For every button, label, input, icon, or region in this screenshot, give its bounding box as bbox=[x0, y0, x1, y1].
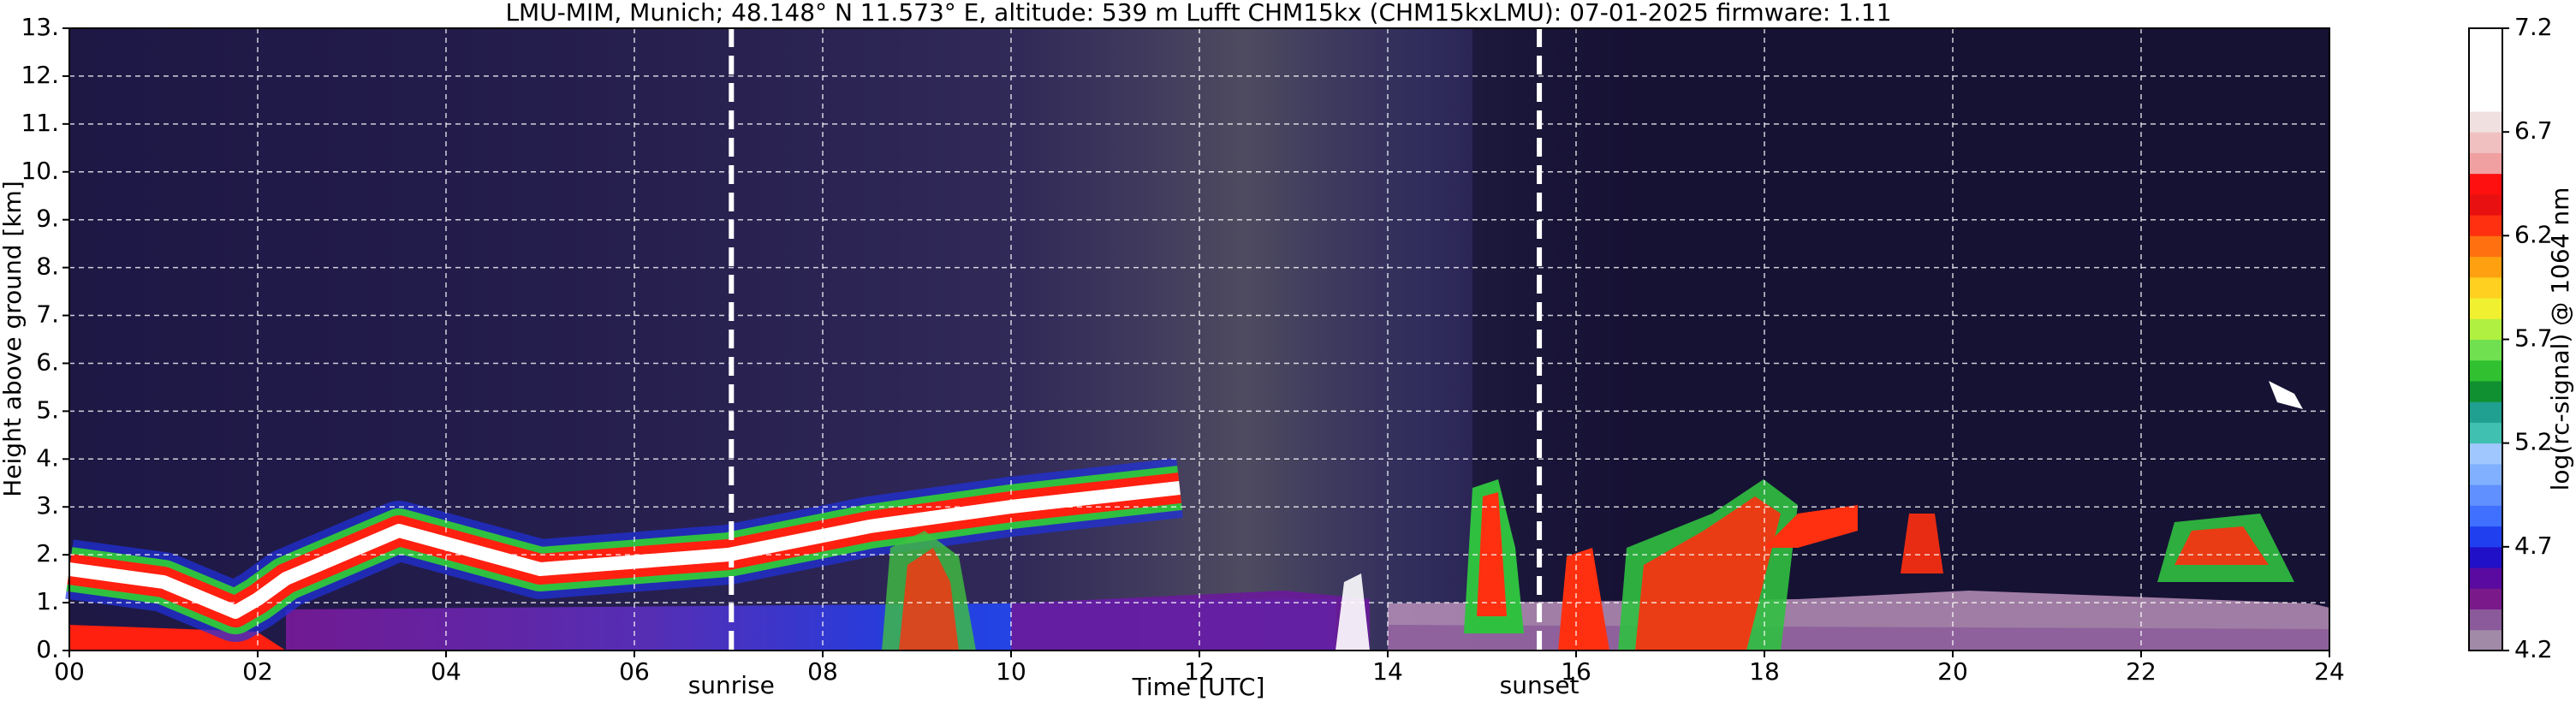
colorbar-tick-label: 7.2 bbox=[2514, 13, 2553, 41]
colorbar-swatch bbox=[2469, 132, 2502, 153]
colorbar-tick-label: 6.7 bbox=[2514, 116, 2553, 145]
x-tick-label: 18 bbox=[1749, 657, 1780, 686]
colorbar-tick-label: 6.2 bbox=[2514, 220, 2553, 248]
y-tick-label: 7. bbox=[36, 300, 59, 329]
colorbar-swatch bbox=[2469, 152, 2502, 175]
y-tick-label: 10. bbox=[21, 157, 59, 185]
x-tick-label: 14 bbox=[1372, 657, 1403, 686]
colorbar-swatch bbox=[2469, 359, 2502, 382]
colorbar-swatch bbox=[2469, 193, 2502, 216]
chart-title: LMU-MIM, Munich; 48.148° N 11.573° E, al… bbox=[505, 0, 1891, 27]
colorbar-swatch bbox=[2469, 235, 2502, 258]
x-tick-label: 04 bbox=[431, 657, 461, 686]
y-tick-label: 11. bbox=[21, 109, 59, 137]
x-tick-label: 06 bbox=[619, 657, 650, 686]
colorbar-swatch bbox=[2469, 298, 2502, 319]
x-tick-label: 22 bbox=[2126, 657, 2157, 686]
y-tick-label: 4. bbox=[36, 443, 59, 472]
colorbar-swatch bbox=[2469, 463, 2502, 485]
x-tick-label: 08 bbox=[807, 657, 838, 686]
colorbar-swatch bbox=[2469, 526, 2502, 548]
colorbar-tick-label: 5.7 bbox=[2514, 324, 2553, 353]
y-tick-label: 5. bbox=[36, 395, 59, 424]
x-tick-label: 24 bbox=[2314, 657, 2345, 686]
y-tick-label: 1. bbox=[36, 587, 59, 615]
y-tick-label: 2. bbox=[36, 539, 59, 567]
colorbar-swatch bbox=[2469, 401, 2502, 423]
colorbar-swatch bbox=[2469, 546, 2502, 568]
colorbar-swatch bbox=[2469, 215, 2502, 236]
y-tick-label: 9. bbox=[36, 205, 59, 233]
colorbar-swatch bbox=[2469, 110, 2502, 133]
y-tick-label: 0. bbox=[36, 635, 59, 663]
colorbar-tick-label: 5.2 bbox=[2514, 428, 2553, 456]
y-axis-label: Height above ground [km] bbox=[0, 181, 27, 497]
colorbar-swatch bbox=[2469, 69, 2502, 92]
x-tick-label: 10 bbox=[996, 657, 1026, 686]
colorbar-swatch bbox=[2469, 629, 2502, 651]
annotation-label: sunset bbox=[1500, 671, 1580, 699]
y-tick-label: 13. bbox=[21, 13, 59, 41]
x-tick-label: 16 bbox=[1561, 657, 1591, 686]
colorbar-swatch bbox=[2469, 484, 2502, 506]
colorbar-swatch bbox=[2469, 567, 2502, 589]
x-axis-label: Time [UTC] bbox=[1132, 673, 1265, 701]
colorbar-swatch bbox=[2469, 422, 2502, 444]
colorbar-tick-label: 4.2 bbox=[2514, 635, 2553, 663]
x-tick-label: 12 bbox=[1184, 657, 1215, 686]
x-tick-label: 20 bbox=[1937, 657, 1968, 686]
colorbar-tick-label: 4.7 bbox=[2514, 532, 2553, 560]
x-tick-label: 02 bbox=[242, 657, 273, 686]
colorbar-swatch bbox=[2469, 49, 2502, 70]
colorbar-swatch bbox=[2469, 276, 2502, 299]
y-tick-label: 6. bbox=[36, 348, 59, 376]
colorbar-swatch bbox=[2469, 609, 2502, 631]
colorbar-swatch bbox=[2469, 380, 2502, 402]
colorbar-swatch bbox=[2469, 505, 2502, 527]
colorbar-swatch bbox=[2469, 443, 2502, 465]
colorbar-swatch bbox=[2469, 173, 2502, 195]
colorbar-swatch bbox=[2469, 318, 2502, 340]
y-tick-label: 8. bbox=[36, 253, 59, 281]
colorbar-swatch bbox=[2469, 256, 2502, 278]
y-tick-label: 3. bbox=[36, 491, 59, 520]
x-tick-label: 00 bbox=[54, 657, 85, 686]
colorbar-label: log(rc-signal) @ 1064 nm bbox=[2546, 187, 2574, 491]
annotation-label: sunrise bbox=[688, 671, 775, 699]
y-tick-label: 12. bbox=[21, 61, 59, 89]
colorbar-swatch bbox=[2469, 588, 2502, 610]
colorbar-swatch bbox=[2469, 90, 2502, 112]
colorbar-swatch bbox=[2469, 339, 2502, 361]
colorbar-swatch bbox=[2469, 28, 2502, 50]
